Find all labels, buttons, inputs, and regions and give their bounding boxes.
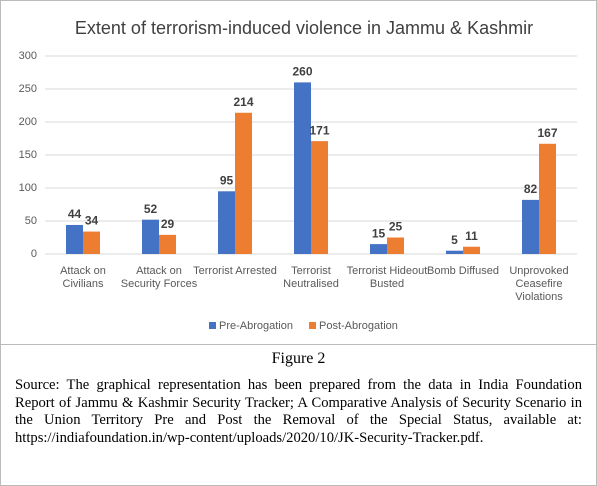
y-tick-label: 150 [19, 149, 37, 161]
figure-label: Figure 2 [271, 350, 326, 367]
y-tick-label: 300 [19, 50, 37, 62]
x-tick-label: Attack on Civilians [60, 265, 106, 290]
data-label: 25 [389, 220, 403, 234]
x-tick-label: Terrorist Arrested [193, 265, 277, 277]
y-tick-label: 100 [19, 182, 37, 194]
x-tick-label: Terrorist Hideout Busted [346, 265, 428, 290]
bar [66, 224, 83, 254]
bar [235, 112, 252, 254]
data-label: 171 [309, 123, 329, 137]
legend-swatch [209, 322, 216, 329]
legend-label: Post-Abrogation [319, 320, 398, 332]
bar [522, 199, 539, 254]
data-label: 95 [220, 173, 234, 187]
data-label: 52 [144, 202, 158, 216]
data-label: 11 [465, 229, 478, 243]
x-tick-label: Bomb Diffused [427, 265, 499, 277]
bar [311, 141, 328, 254]
chart: Extent of terrorism-induced violence in … [19, 18, 577, 332]
bar [294, 82, 311, 255]
data-label: 15 [372, 226, 386, 240]
data-label: 260 [292, 65, 312, 79]
data-label: 167 [537, 126, 557, 140]
y-tick-label: 0 [31, 248, 37, 260]
data-label: 44 [68, 207, 82, 221]
legend-swatch [309, 322, 316, 329]
bar [446, 250, 463, 254]
bar [387, 237, 404, 254]
x-tick-label: Unprovoked Ceasefire Violations [509, 265, 569, 303]
data-label: 82 [524, 182, 538, 196]
bar [463, 246, 480, 254]
y-tick-label: 200 [19, 116, 37, 128]
bar [539, 143, 556, 254]
y-tick-label: 50 [25, 215, 37, 227]
bar [218, 191, 235, 254]
bar [370, 244, 387, 254]
bar [159, 234, 176, 254]
x-tick-label: Terrorist Neutralised [283, 265, 339, 290]
y-tick-label: 250 [19, 83, 37, 95]
data-label: 34 [85, 214, 99, 228]
data-label: 214 [233, 95, 253, 109]
bar [83, 231, 100, 254]
divider [1, 344, 596, 345]
data-label: 5 [451, 233, 458, 247]
bar [142, 219, 159, 254]
x-tick-label: Attack on Security Forces [120, 265, 198, 290]
figure-source: Source: The graphical representation has… [15, 377, 582, 446]
legend-label: Pre-Abrogation [219, 320, 293, 332]
data-label: 29 [161, 217, 175, 231]
chart-title: Extent of terrorism-induced violence in … [75, 18, 533, 38]
